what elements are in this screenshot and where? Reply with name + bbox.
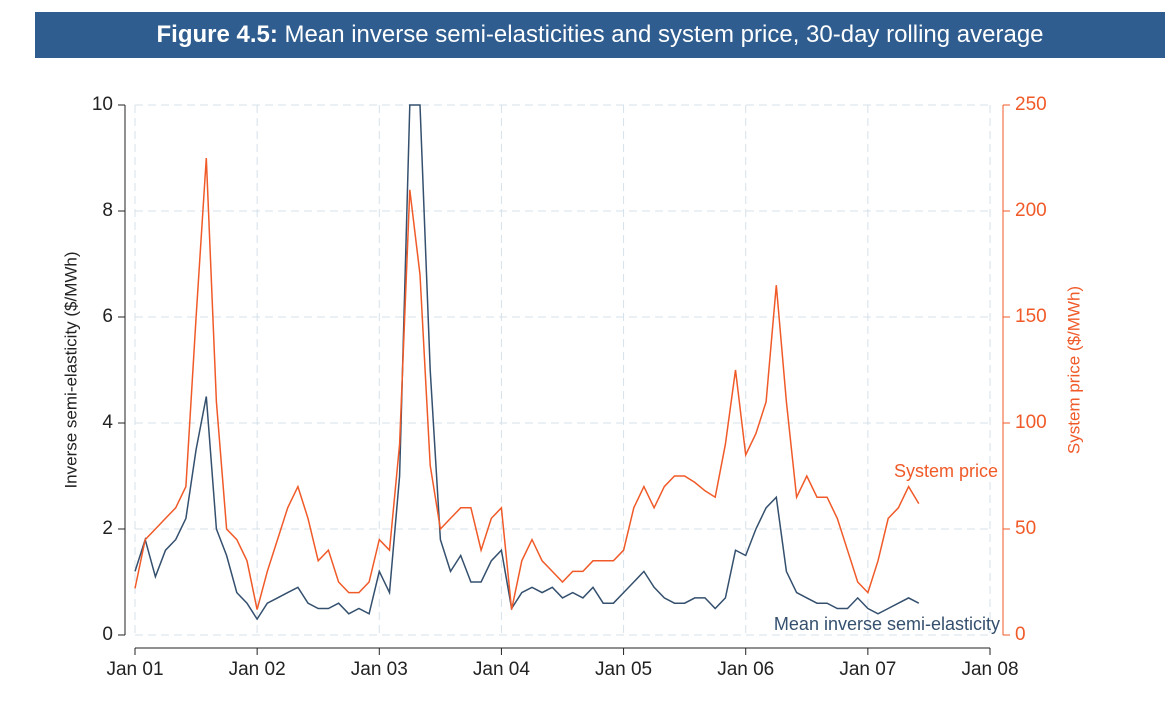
x-tick-label: Jan 03: [351, 659, 408, 680]
y2-tick-label: 50: [1015, 518, 1036, 539]
title-banner: [35, 12, 1165, 58]
chart-title: Figure 4.5: Mean inverse semi-elasticiti…: [156, 21, 1043, 48]
x-tick-label: Jan 01: [106, 659, 163, 680]
legend-label: Mean inverse semi-elasticity: [774, 614, 1000, 634]
y-tick-label: 8: [102, 200, 113, 221]
legend-label: System price: [894, 461, 998, 481]
series-line: [134, 157, 920, 610]
title-label: Figure 4.5:: [156, 21, 277, 48]
y2-tick-label: 150: [1015, 306, 1047, 327]
y-tick-label: 6: [102, 306, 113, 327]
y-tick-label: 4: [102, 412, 113, 433]
y2-tick-label: 200: [1015, 200, 1047, 221]
x-tick-label: Jan 04: [473, 659, 530, 680]
y-tick-label: 2: [102, 518, 113, 539]
y-tick-label: 0: [102, 624, 113, 645]
title-text: Mean inverse semi-elasticities and syste…: [285, 21, 1044, 48]
y2-axis-label: System price ($/MWh): [1064, 286, 1083, 454]
x-tick-label: Jan 06: [717, 659, 774, 680]
x-tick-label: Jan 08: [961, 659, 1018, 680]
y2-tick-label: 100: [1015, 412, 1047, 433]
x-tick-label: Jan 07: [839, 659, 896, 680]
x-tick-label: Jan 02: [229, 659, 286, 680]
y2-tick-label: 0: [1015, 624, 1026, 645]
y2-tick-label: 250: [1015, 94, 1047, 115]
x-tick-label: Jan 05: [595, 659, 652, 680]
y-axis-label: Inverse semi-elasticity ($/MWh): [61, 251, 80, 488]
series-line: [134, 104, 920, 621]
y-tick-label: 10: [92, 94, 113, 115]
